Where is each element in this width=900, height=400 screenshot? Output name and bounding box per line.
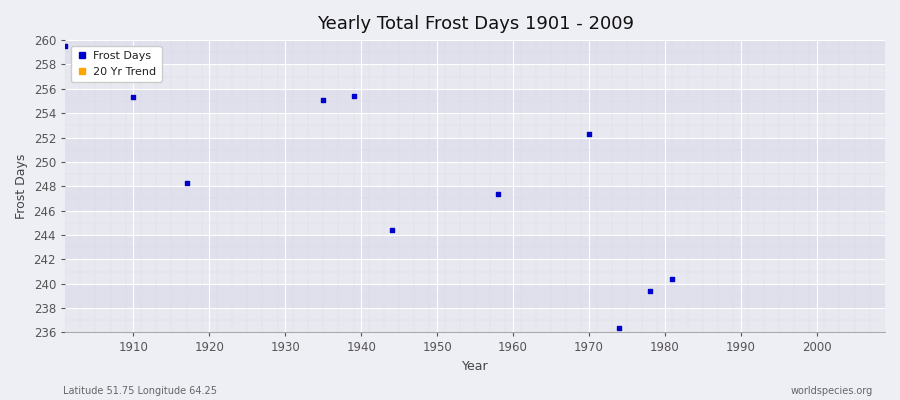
Point	[581, 131, 596, 137]
Text: Latitude 51.75 Longitude 64.25: Latitude 51.75 Longitude 64.25	[63, 386, 217, 396]
Point	[346, 93, 361, 99]
Bar	[65, 64, 885, 89]
Bar	[65, 308, 885, 332]
Bar	[65, 186, 885, 211]
Point	[384, 227, 399, 233]
Title: Yearly Total Frost Days 1901 - 2009: Yearly Total Frost Days 1901 - 2009	[317, 15, 634, 33]
Point	[179, 180, 194, 186]
Point	[491, 190, 505, 197]
Bar	[65, 235, 885, 259]
Bar	[65, 284, 885, 308]
Bar	[65, 259, 885, 284]
Point	[126, 94, 140, 100]
Bar	[65, 162, 885, 186]
Text: worldspecies.org: worldspecies.org	[791, 386, 873, 396]
Bar	[65, 211, 885, 235]
Point	[665, 276, 680, 282]
Point	[612, 324, 626, 331]
Legend: Frost Days, 20 Yr Trend: Frost Days, 20 Yr Trend	[70, 46, 161, 82]
X-axis label: Year: Year	[462, 360, 489, 373]
Point	[58, 43, 72, 50]
Y-axis label: Frost Days: Frost Days	[15, 154, 28, 219]
Bar	[65, 89, 885, 113]
Point	[643, 288, 657, 294]
Bar	[65, 40, 885, 64]
Bar	[65, 138, 885, 162]
Point	[316, 96, 330, 103]
Bar	[65, 113, 885, 138]
